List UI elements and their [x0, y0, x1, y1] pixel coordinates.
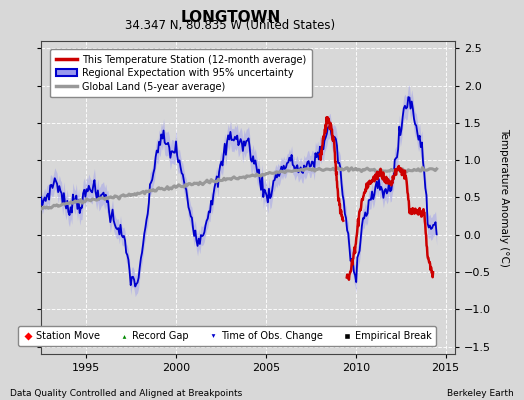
Legend: Station Move, Record Gap, Time of Obs. Change, Empirical Break: Station Move, Record Gap, Time of Obs. C… [18, 326, 436, 346]
Y-axis label: Temperature Anomaly (°C): Temperature Anomaly (°C) [499, 128, 509, 267]
Text: LONGTOWN: LONGTOWN [180, 10, 281, 25]
Text: Data Quality Controlled and Aligned at Breakpoints: Data Quality Controlled and Aligned at B… [10, 389, 243, 398]
Text: Berkeley Earth: Berkeley Earth [447, 389, 514, 398]
Text: 34.347 N, 80.835 W (United States): 34.347 N, 80.835 W (United States) [125, 19, 336, 32]
